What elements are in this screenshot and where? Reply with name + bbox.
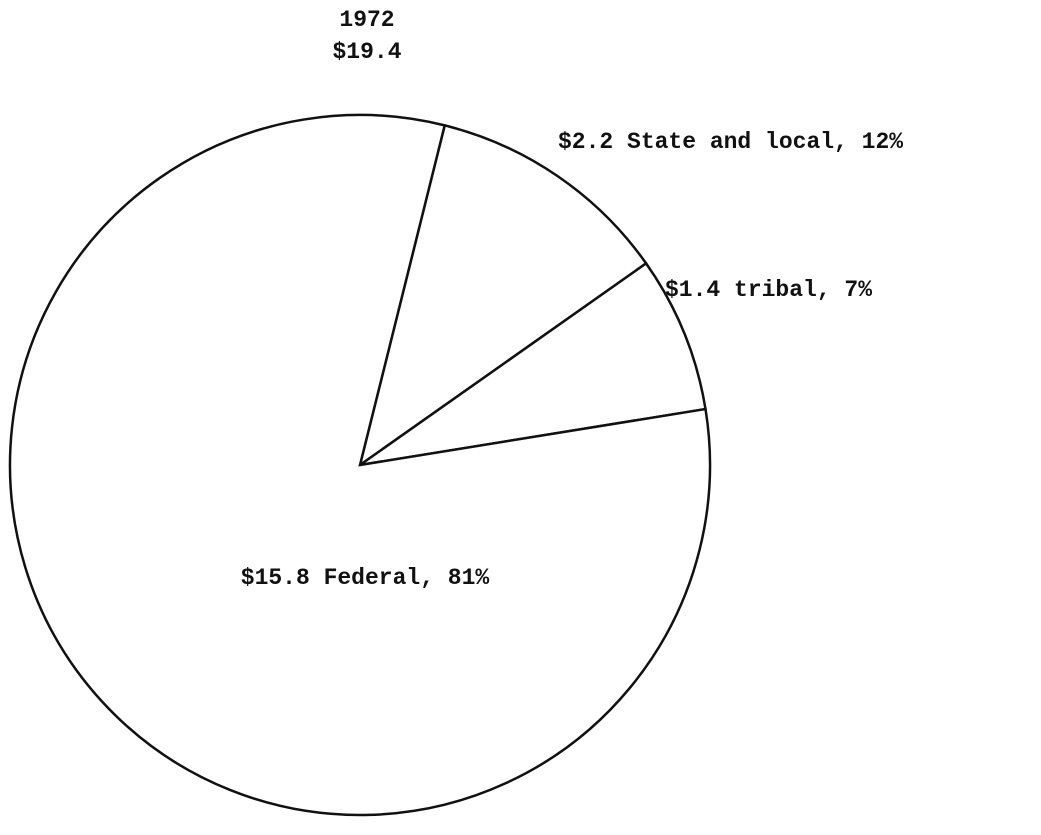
slice-label: $1.4 tribal, 7% [665, 277, 872, 303]
slice-label: $15.8 Federal, 81% [241, 565, 490, 591]
slice-label: $2.2 State and local, 12% [558, 129, 903, 155]
chart-subtitle: $19.4 [332, 39, 401, 65]
pie-slice [359, 261, 707, 467]
pie-slice [8, 113, 712, 817]
chart-title: 1972 [339, 7, 394, 33]
pie-slice [357, 123, 648, 468]
